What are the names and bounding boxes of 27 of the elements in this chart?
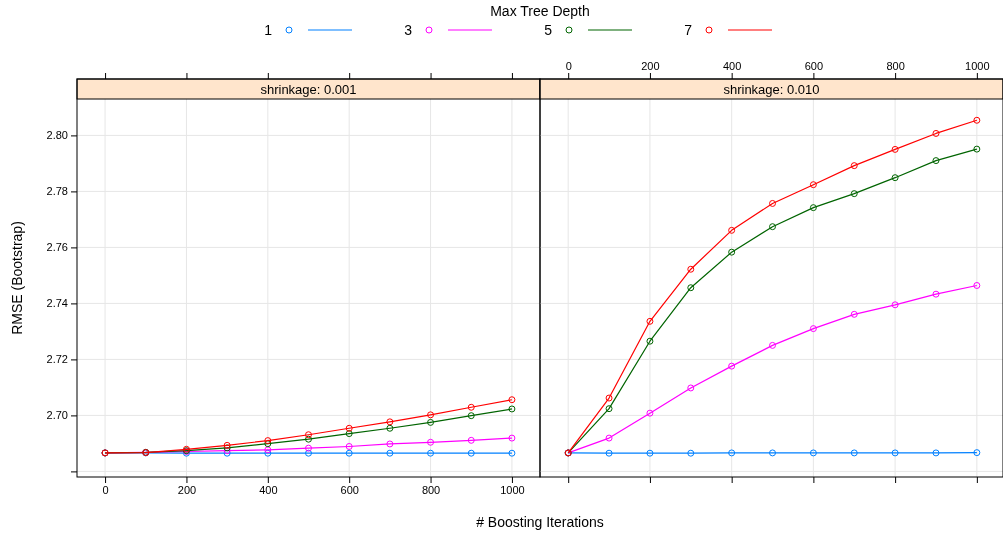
x-tick-label: 600 xyxy=(804,60,824,72)
legend-label: 1 xyxy=(264,22,273,38)
x-tick-label: 800 xyxy=(421,483,441,496)
chart-title: shrinkage: 0.010 xyxy=(723,82,820,97)
x-tick-label: 200 xyxy=(641,60,660,72)
legend-label: 7 xyxy=(684,22,693,38)
x-tick-label: 0 xyxy=(102,483,109,496)
y-tick-label: 2.78 xyxy=(46,185,68,198)
x-tick-label: 1000 xyxy=(500,483,525,496)
legend-title: Max Tree Depth xyxy=(490,3,590,19)
legend-label: 5 xyxy=(544,22,553,38)
x-axis-title: # Boosting Iterations xyxy=(476,514,604,530)
x-tick-label: 400 xyxy=(722,60,742,72)
x-tick-label: 1000 xyxy=(965,60,990,72)
y-tick-label: 2.70 xyxy=(46,409,68,422)
x-tick-label: 600 xyxy=(340,483,359,496)
chart-title: shrinkage: 0.001 xyxy=(260,82,357,97)
y-tick-label: 2.74 xyxy=(46,297,68,310)
legend-label: 3 xyxy=(404,22,413,38)
x-tick-label: 400 xyxy=(259,483,278,496)
y-tick-label: 2.80 xyxy=(46,129,68,142)
x-tick-label: 200 xyxy=(177,483,197,496)
y-tick-label: 2.76 xyxy=(46,241,68,254)
y-axis-title: RMSE (Bootstrap) xyxy=(9,221,25,335)
y-tick-label: 2.72 xyxy=(46,353,68,366)
x-tick-label: 800 xyxy=(886,60,905,72)
x-tick-label: 0 xyxy=(565,60,572,72)
